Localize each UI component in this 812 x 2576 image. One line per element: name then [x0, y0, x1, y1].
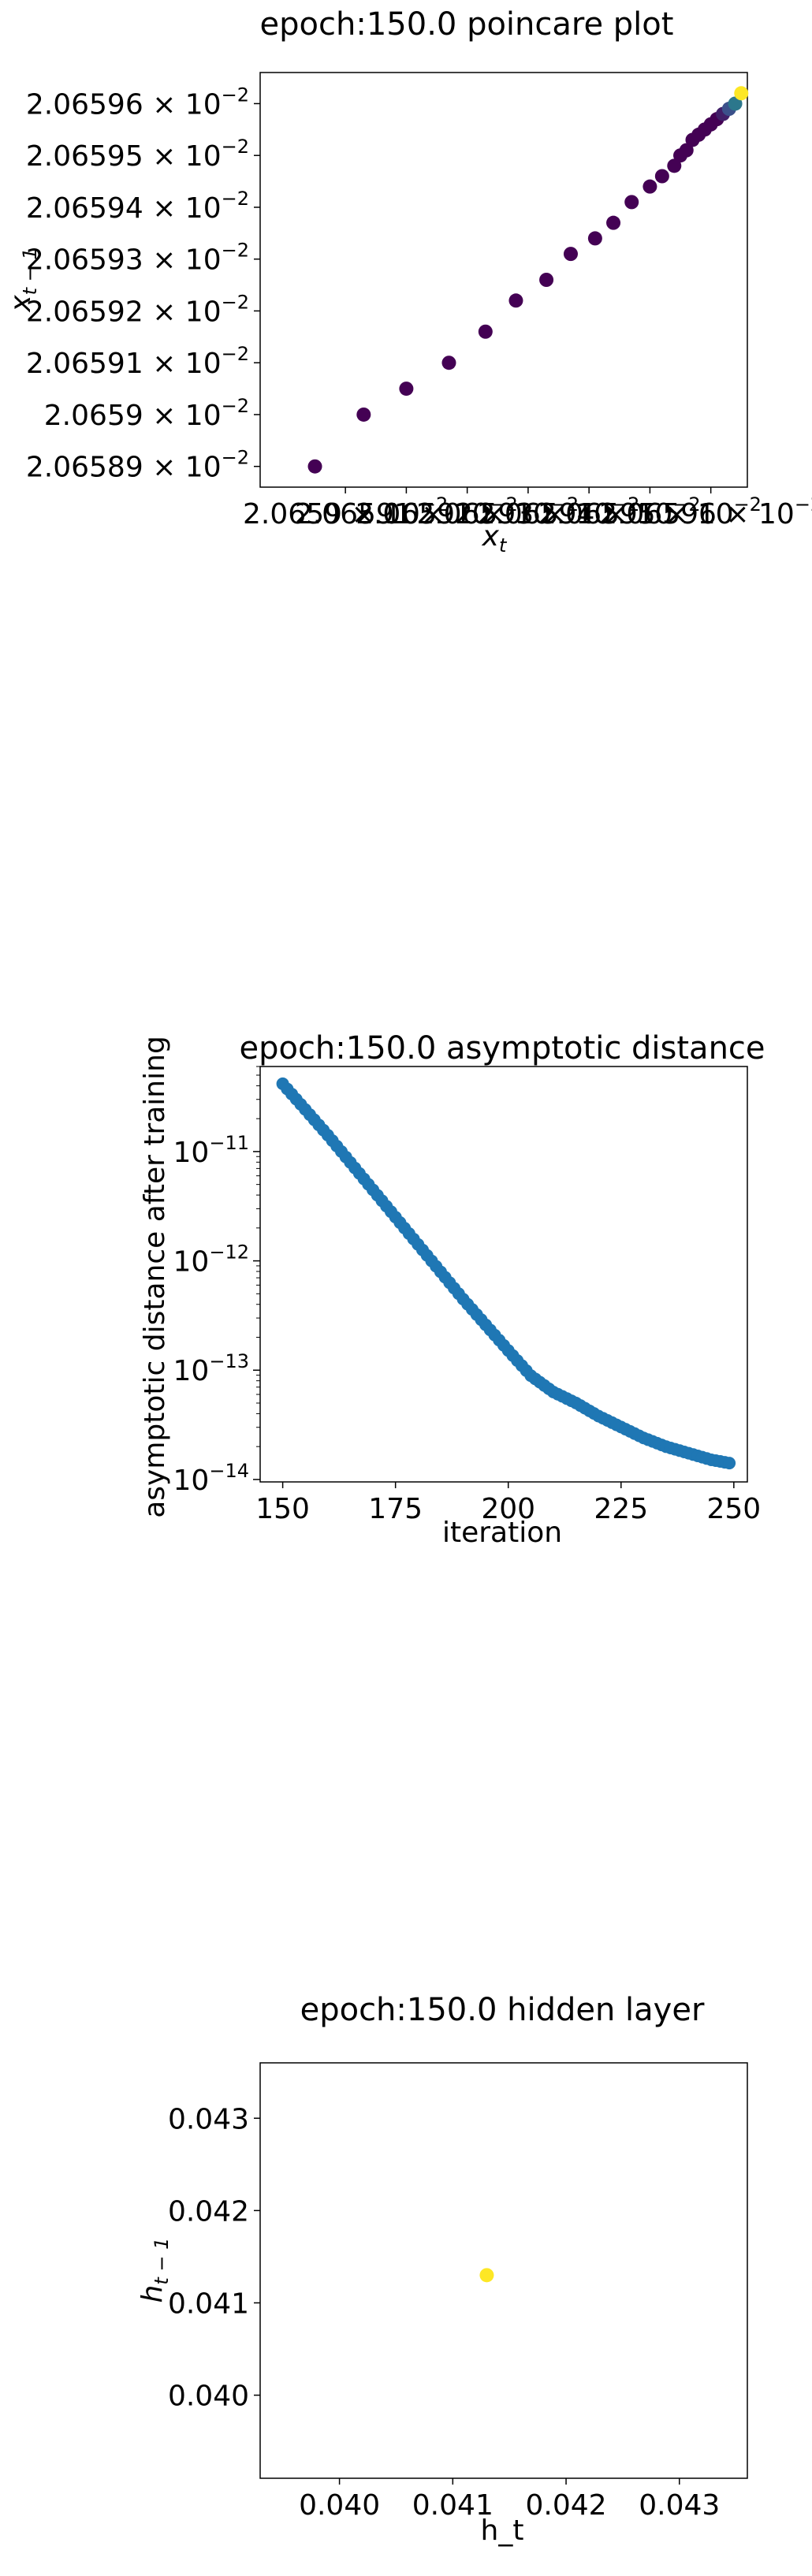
x-tick-label: 225 [594, 1493, 648, 1525]
poincare-point [606, 215, 621, 230]
y-tick-label: 2.06595 × 10−2 [26, 136, 249, 173]
poincare-point [539, 273, 554, 287]
hidden-layer-y-label: ht − 1 [136, 2238, 173, 2303]
poincare-point [654, 169, 669, 184]
poincare-point [441, 356, 456, 370]
x-tick-label: 0.040 [299, 2489, 380, 2522]
poincare-points [307, 86, 749, 474]
asymptotic-x-label: iteration [442, 1517, 562, 1549]
poincare-point [624, 195, 639, 210]
poincare-point [667, 158, 682, 173]
y-tick-label: 2.0659 × 10−2 [44, 395, 249, 432]
y-tick-label: 0.040 [168, 2381, 249, 2413]
y-tick-label: 10−13 [173, 1350, 249, 1387]
y-tick-label: 10−11 [173, 1132, 249, 1169]
hidden-layer-chart: epoch:150.0 hidden layer 0.040 0.041 0.042… [136, 1992, 748, 2547]
asymptotic-plot-area [259, 1066, 748, 1483]
y-tick-label: 10−12 [173, 1241, 249, 1279]
poincare-y-label: xt − 1 [5, 248, 41, 312]
asymptotic-point [723, 1457, 736, 1470]
y-tick-label: 2.06593 × 10−2 [26, 240, 249, 277]
poincare-point [643, 179, 657, 194]
x-tick-label: 2.06595 × 10−2 [538, 493, 762, 530]
y-tick-label: 10−14 [173, 1460, 249, 1497]
poincare-point [399, 382, 414, 396]
asymptotic-y-label: asymptotic distance after training [139, 1036, 171, 1518]
poincare-point [356, 407, 371, 422]
poincare-point [508, 293, 523, 308]
x-tick-label: 2.06593 × 10−2 [416, 493, 639, 530]
hidden-layer-points [479, 2268, 494, 2283]
hidden-layer-title: epoch:150.0 hidden layer [300, 1992, 705, 2028]
poincare-point [679, 143, 694, 158]
poincare-chart: epoch:150.0 poincare plot 2.06589 × 10−2… [5, 6, 812, 557]
asymptotic-chart: epoch:150.0 asymptotic distance 10−1410−… [139, 1030, 765, 1549]
hidden-layer-x-ticks: 0.040 0.041 0.042 0.043 [299, 2478, 720, 2522]
x-tick-label: 150 [255, 1493, 310, 1525]
poincare-point [587, 231, 602, 246]
asymptotic-points [276, 1077, 736, 1470]
asymptotic-title: epoch:150.0 asymptotic distance [239, 1030, 765, 1067]
asymptotic-x-ticks: 150 175 200 225 250 [255, 1482, 761, 1525]
y-tick-label: 0.042 [168, 2195, 249, 2228]
asymptotic-y-ticks: 10−14 10−13 10−12 10−11 [173, 1066, 260, 1497]
y-tick-label: 2.06596 × 10−2 [26, 84, 249, 121]
x-tick-label: 175 [368, 1493, 423, 1525]
x-tick-label: 2.0659 × 10−2 [243, 493, 448, 530]
hidden-layer-x-label: h_t [481, 2515, 524, 2547]
hidden-layer-plot-area [259, 2062, 748, 2479]
poincare-point [307, 459, 322, 474]
x-tick-label: 2.06594 × 10−2 [478, 493, 701, 530]
y-tick-label: 0.043 [168, 2103, 249, 2135]
y-tick-label: 2.06591 × 10−2 [26, 343, 249, 380]
y-tick-label: 2.06592 × 10−2 [26, 291, 249, 328]
x-tick-label: 200 [481, 1493, 535, 1525]
hidden-layer-y-ticks: 0.040 0.041 0.042 0.043 [168, 2103, 260, 2413]
poincare-plot-area [259, 72, 748, 488]
y-tick-label: 2.06589 × 10−2 [26, 447, 249, 484]
x-tick-label: 2.06592 × 10−2 [356, 493, 579, 530]
x-tick-label: 0.042 [526, 2489, 607, 2522]
x-tick-label: 2.06591 × 10−2 [295, 493, 518, 530]
y-tick-label: 2.06594 × 10−2 [26, 188, 249, 225]
x-tick-label: 0.043 [639, 2489, 720, 2522]
poincare-x-ticks: 2.0659 × 10−22.06591 × 10−22.06592 × 10−… [243, 487, 812, 530]
poincare-point [563, 247, 578, 262]
y-tick-label: 0.041 [168, 2288, 249, 2320]
poincare-point [478, 324, 493, 339]
poincare-point [734, 86, 749, 101]
hidden-layer-point [479, 2268, 494, 2283]
x-tick-label: 2.06596 × 10−2 [599, 493, 812, 530]
poincare-title: epoch:150.0 poincare plot [260, 6, 674, 43]
poincare-y-ticks: 2.06589 × 10−2 2.0659 × 10−2 2.06591 × 10−… [26, 84, 260, 484]
x-tick-label: 250 [706, 1493, 761, 1525]
x-tick-label: 0.041 [412, 2489, 494, 2522]
poincare-point [728, 96, 743, 111]
